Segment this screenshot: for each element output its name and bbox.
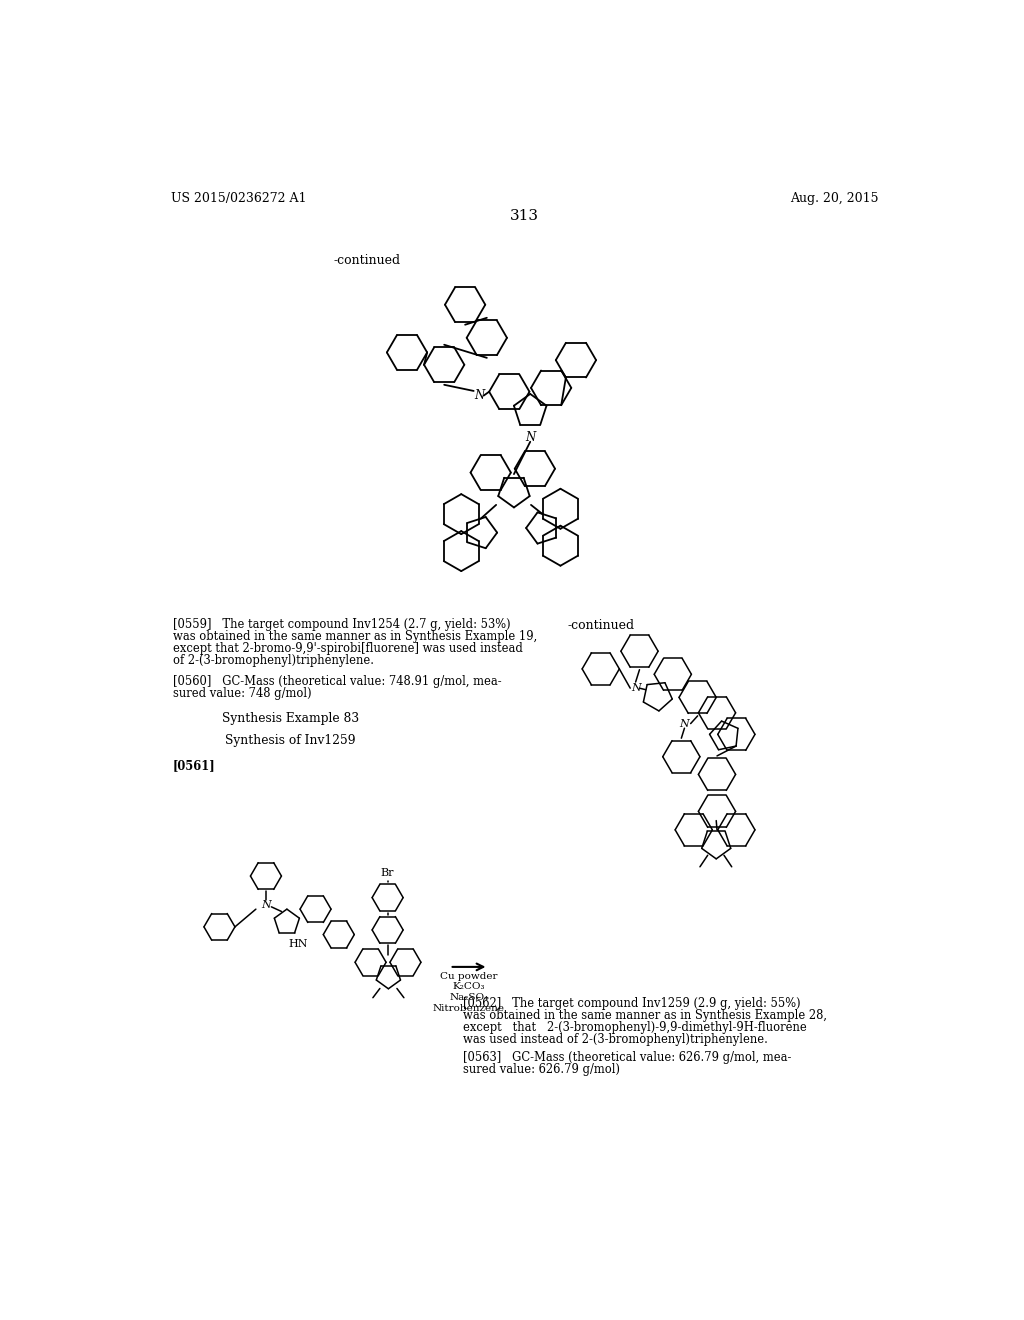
Text: N: N — [261, 900, 270, 911]
Text: Nitrobenzene: Nitrobenzene — [433, 1005, 505, 1012]
Text: except   that   2-(3-bromophenyl)-9,9-dimethyl-9H-fluorene: except that 2-(3-bromophenyl)-9,9-dimeth… — [463, 1022, 807, 1035]
Text: US 2015/0236272 A1: US 2015/0236272 A1 — [171, 191, 306, 205]
Text: -continued: -continued — [567, 619, 635, 632]
Text: -continued: -continued — [334, 253, 400, 267]
Text: N: N — [631, 684, 640, 693]
Text: Aug. 20, 2015: Aug. 20, 2015 — [791, 191, 879, 205]
Text: [0561]: [0561] — [173, 759, 216, 772]
Text: sured value: 626.79 g/mol): sured value: 626.79 g/mol) — [463, 1063, 620, 1076]
Text: [0560]   GC-Mass (theoretical value: 748.91 g/mol, mea-: [0560] GC-Mass (theoretical value: 748.9… — [173, 676, 502, 689]
Text: N: N — [474, 389, 484, 403]
Text: Synthesis Example 83: Synthesis Example 83 — [222, 713, 359, 726]
Text: 313: 313 — [510, 209, 540, 223]
Text: [0559]   The target compound Inv1254 (2.7 g, yield: 53%): [0559] The target compound Inv1254 (2.7 … — [173, 618, 511, 631]
Text: was obtained in the same manner as in Synthesis Example 28,: was obtained in the same manner as in Sy… — [463, 1010, 826, 1022]
Text: except that 2-bromo-9,9'-spirobi[fluorene] was used instead: except that 2-bromo-9,9'-spirobi[fluoren… — [173, 642, 523, 655]
Text: sured value: 748 g/mol): sured value: 748 g/mol) — [173, 688, 311, 701]
Text: Synthesis of Inv1259: Synthesis of Inv1259 — [225, 734, 356, 747]
Text: [0563]   GC-Mass (theoretical value: 626.79 g/mol, mea-: [0563] GC-Mass (theoretical value: 626.7… — [463, 1051, 792, 1064]
Text: N: N — [680, 718, 689, 729]
Text: K₂CO₃: K₂CO₃ — [453, 982, 485, 991]
Text: HN: HN — [289, 939, 308, 949]
Text: [0562]   The target compound Inv1259 (2.9 g, yield: 55%): [0562] The target compound Inv1259 (2.9 … — [463, 998, 801, 1010]
Text: was obtained in the same manner as in Synthesis Example 19,: was obtained in the same manner as in Sy… — [173, 630, 538, 643]
Text: Na₂SO₄: Na₂SO₄ — [450, 993, 488, 1002]
Text: Br: Br — [381, 869, 394, 878]
Text: Cu powder: Cu powder — [440, 972, 498, 981]
Text: was used instead of 2-(3-bromophenyl)triphenylene.: was used instead of 2-(3-bromophenyl)tri… — [463, 1034, 768, 1047]
Text: of 2-(3-bromophenyl)triphenylene.: of 2-(3-bromophenyl)triphenylene. — [173, 653, 374, 667]
Text: N: N — [525, 430, 536, 444]
